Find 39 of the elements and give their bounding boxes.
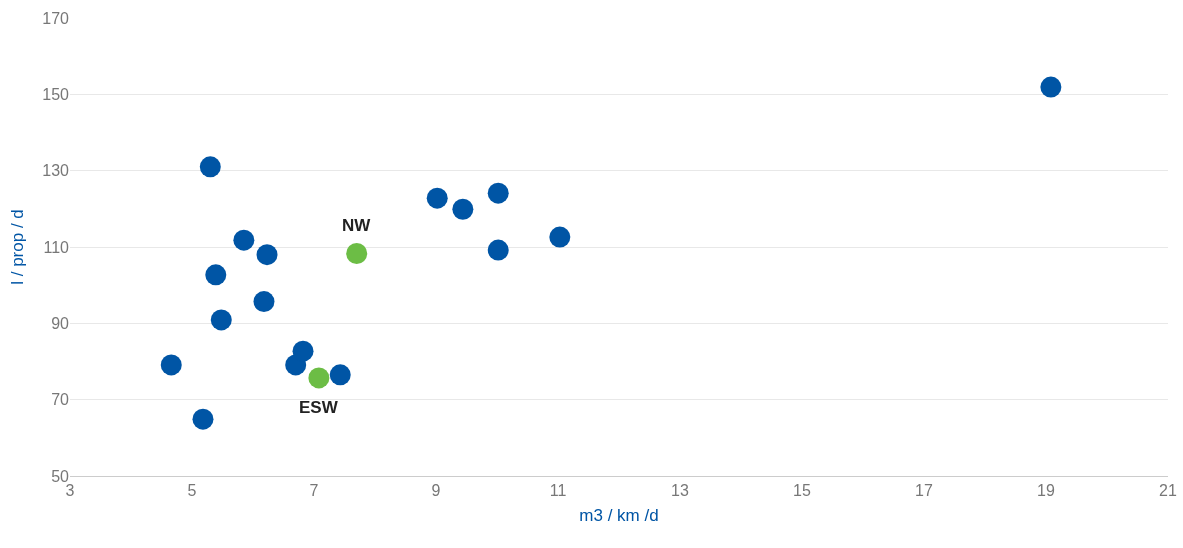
point bbox=[1040, 76, 1062, 98]
x-tick-label: 19 bbox=[1037, 482, 1055, 500]
point bbox=[426, 187, 448, 209]
x-tick-label: 3 bbox=[65, 482, 75, 500]
x-tick-label: 17 bbox=[915, 482, 933, 500]
point bbox=[452, 198, 474, 220]
point bbox=[308, 367, 330, 389]
point bbox=[160, 354, 182, 376]
x-tick-label: 5 bbox=[187, 482, 197, 500]
point bbox=[233, 229, 255, 251]
point bbox=[192, 408, 214, 430]
y-tick-label: 170 bbox=[42, 9, 70, 27]
point bbox=[487, 239, 509, 261]
y-axis-title: l / prop / d bbox=[7, 209, 27, 285]
x-tick-label: 9 bbox=[431, 482, 441, 500]
y-tick-label: 90 bbox=[51, 314, 70, 332]
point bbox=[292, 340, 314, 362]
x-tick-label: 21 bbox=[1159, 482, 1177, 500]
x-tick-label: 11 bbox=[549, 482, 567, 500]
annotation: ESW bbox=[299, 398, 339, 417]
x-tick-label: 13 bbox=[671, 482, 689, 500]
point bbox=[210, 309, 232, 331]
y-tick-label: 50 bbox=[51, 467, 70, 485]
y-tick-label: 150 bbox=[42, 85, 70, 103]
y-tick-label: 110 bbox=[43, 238, 70, 256]
point bbox=[346, 242, 368, 264]
x-tick-label: 15 bbox=[793, 482, 811, 500]
point bbox=[256, 244, 278, 266]
point bbox=[205, 264, 227, 286]
point bbox=[487, 182, 509, 204]
annotation: NW bbox=[342, 216, 372, 235]
point bbox=[329, 364, 351, 386]
x-tick-label: 7 bbox=[309, 482, 319, 500]
point bbox=[253, 291, 275, 313]
point bbox=[549, 226, 571, 248]
y-tick-label: 70 bbox=[51, 391, 70, 409]
x-axis-title: m3 / km /d bbox=[579, 505, 659, 525]
point bbox=[199, 156, 221, 178]
y-tick-label: 130 bbox=[42, 162, 70, 180]
